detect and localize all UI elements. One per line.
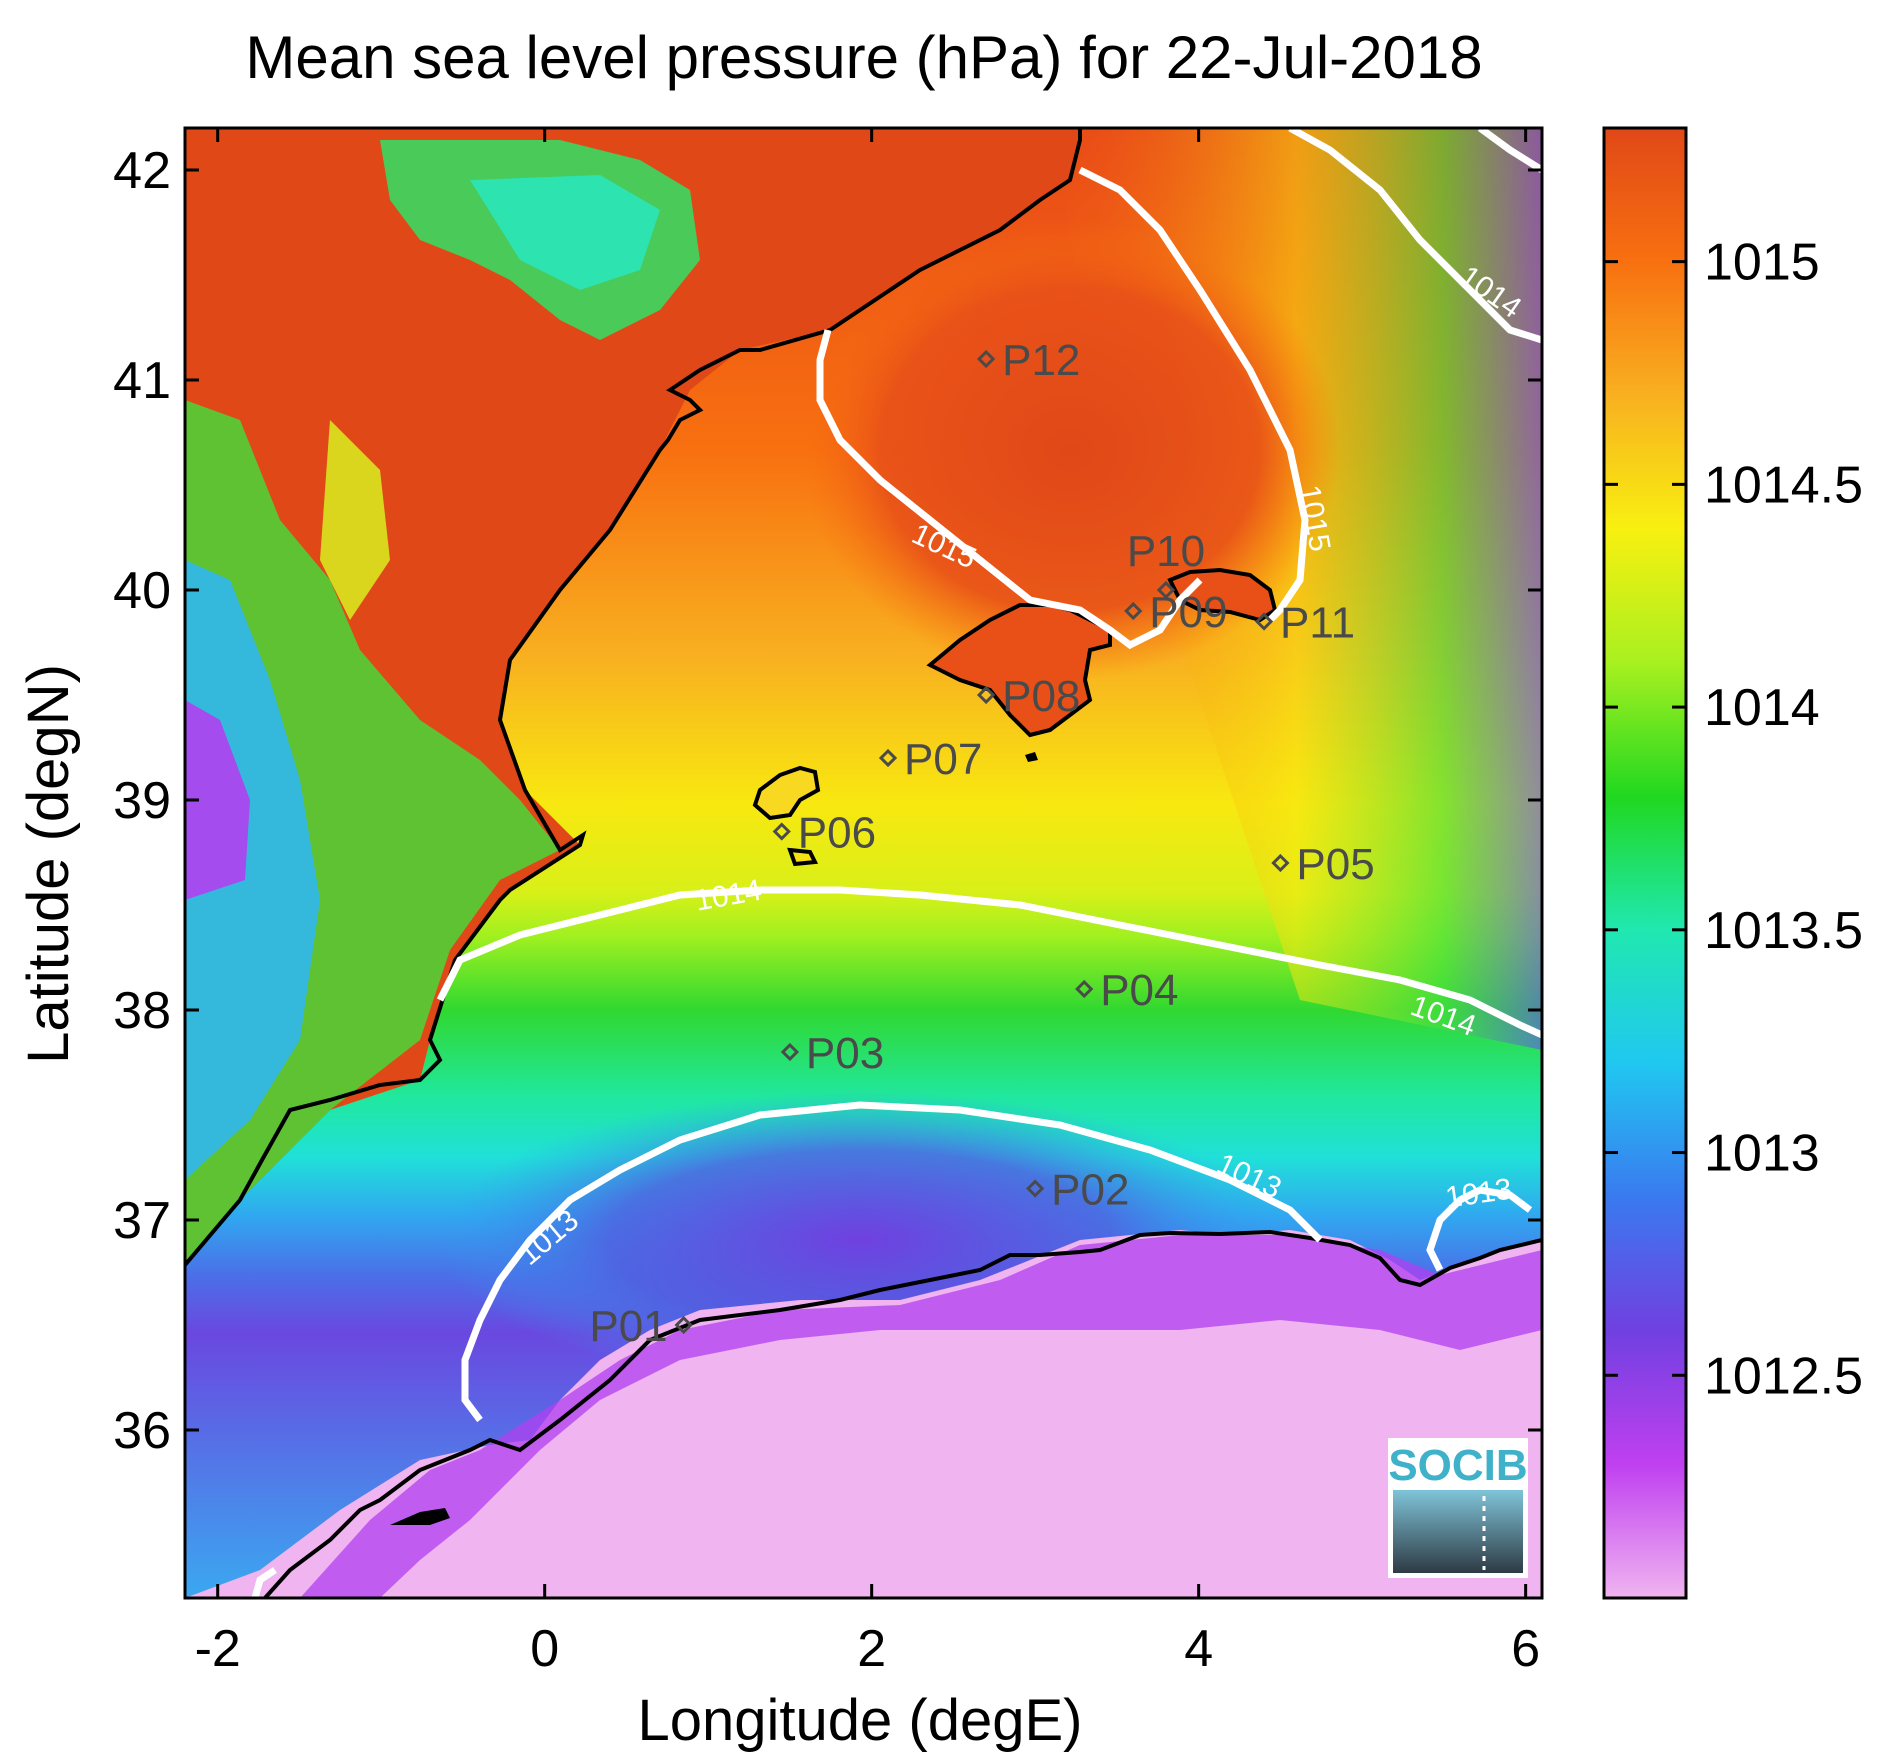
chart-title: Mean sea level pressure (hPa) for 22-Jul… [245,24,1482,91]
alboran-island [390,1508,450,1525]
y-tick-label: 42 [113,142,171,200]
station-marker [1124,601,1143,621]
contour-1013-southwest [251,1567,277,1598]
station-p09[interactable]: P09 [1124,588,1228,637]
station-label: P09 [1149,588,1227,637]
stations-layer: P01 P02 P03 P04 P05 P06 P07 P08 P09 P10 P11 P12 [589,336,1374,1351]
station-p01[interactable]: P01 [589,1302,693,1351]
station-p03[interactable]: P03 [780,1029,884,1078]
contour-1015-east [1078,166,1309,623]
station-p08[interactable]: P08 [976,672,1080,721]
map-frame [183,126,1544,1600]
colorbar-tick-label: 1015 [1704,234,1820,292]
station-marker [878,748,898,768]
station-p07[interactable]: P07 [878,735,982,784]
station-marker [1026,1179,1045,1198]
station-label: P10 [1127,527,1205,576]
formentera-island [787,847,819,867]
iberia-coastline [185,128,1082,1267]
station-marker [976,349,996,369]
x-tick-label: 4 [1184,1620,1213,1678]
x-tick-label: 2 [857,1620,886,1678]
station-marker [976,685,996,705]
colorbar-tick-label: 1012.5 [1704,1347,1863,1405]
y-tick-label: 41 [113,352,171,410]
station-p05[interactable]: P05 [1271,840,1375,889]
contour-1014-corner [1477,128,1542,173]
y-tick-label: 40 [113,562,171,620]
cabrera-island [1025,752,1038,762]
station-p11[interactable]: P11 [1254,599,1355,648]
y-tick-label: 38 [113,982,171,1040]
station-marker [772,822,791,841]
station-label: P12 [1002,336,1080,385]
station-label: P05 [1296,840,1374,889]
station-marker [780,1042,800,1062]
station-p02[interactable]: P02 [1026,1166,1129,1215]
land-iberia-low [185,700,250,900]
socib-logo: SOCIB [1388,1438,1528,1578]
station-label: P11 [1280,599,1355,648]
land-ebro-valley-core [470,175,660,290]
station-marker [1271,853,1290,873]
station-marker [1254,612,1274,631]
colorbar-tick-label: 1014.5 [1704,456,1863,514]
station-label: P06 [798,809,876,858]
y-tick-label: 37 [113,1192,171,1250]
station-label: P08 [1002,672,1080,721]
colorbar-tick-label: 1014 [1704,679,1820,737]
land-north-africa-coast [300,1235,1542,1598]
socib-logo-text: SOCIB [1388,1441,1527,1490]
land-plateau-edge [320,420,390,620]
station-p04[interactable]: P04 [1075,966,1179,1015]
station-marker [1156,580,1176,600]
contour-1014 [436,886,1542,1039]
y-tick-label: 36 [113,1402,171,1460]
colorbar-tick-label: 1013 [1704,1125,1820,1183]
x-axis: -2 0 2 4 6 [195,128,1540,1678]
colorbar-tick-label: 1013.5 [1704,902,1863,960]
station-marker [1075,979,1094,999]
station-p12[interactable]: P12 [976,336,1080,385]
station-p10[interactable]: P10 [1127,527,1205,600]
station-label: P01 [589,1302,667,1351]
station-p06[interactable]: P06 [772,809,876,858]
africa-coastline [263,1229,1542,1598]
x-axis-label: Longitude (degE) [638,1688,1083,1753]
land-iberia-valley [185,560,320,1180]
y-axis: 42 41 40 39 38 37 36 [113,142,1542,1460]
y-tick-label: 39 [113,772,171,830]
contour-1013 [461,1101,1323,1423]
station-label: P04 [1100,966,1178,1015]
high-pressure-centre [800,220,1340,680]
contour-1014-north [1288,128,1542,344]
contour-1015-west [816,329,1203,650]
map-plot-area: 1015 1015 1014 1014 1014 1013 1013 1013 … [185,128,1542,1598]
x-tick-label: -2 [195,1620,241,1678]
station-label: P03 [806,1029,884,1078]
colorbar-gradient [1602,126,1688,1600]
station-label: P07 [904,735,982,784]
x-tick-label: 0 [530,1620,559,1678]
contour-1013-east [1426,1186,1533,1272]
station-marker [674,1315,693,1335]
x-tick-label: 6 [1511,1620,1540,1678]
ibiza-island [752,765,821,821]
station-label: P02 [1051,1166,1129,1215]
colorbar-ticks: 1015 1014.5 1014 1013.5 1013 1012.5 [1604,234,1863,1405]
y-axis-label: Latitude (degN) [16,664,81,1064]
colorbar: 1015 1014.5 1014 1013.5 1013 1012.5 [1602,126,1863,1600]
